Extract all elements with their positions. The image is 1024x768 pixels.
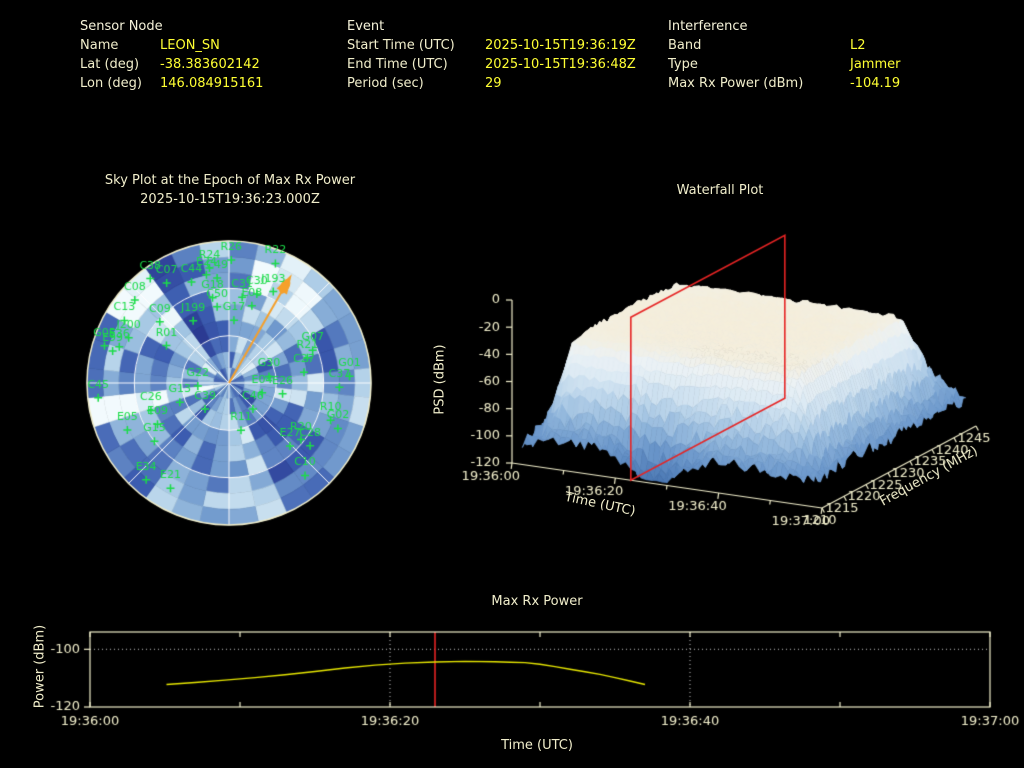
interference-type-label: Type [668, 57, 698, 72]
waterfall-psd-axis-label: PSD (dBm) [432, 344, 448, 415]
sensor-name-label: Name [80, 38, 119, 53]
event-period-label: Period (sec) [347, 76, 424, 91]
interference-band-label: Band [668, 38, 702, 53]
sensor-lon-value: 146.084915161 [160, 76, 264, 91]
interference-type-value: Jammer [850, 57, 901, 72]
event-section: Event Start Time (UTC) 2025-10-15T19:36:… [347, 17, 636, 93]
skyplot-title-block: Sky Plot at the Epoch of Max Rx Power 20… [30, 171, 430, 209]
interference-power-value: -104.19 [850, 76, 901, 91]
interference-section: Interference Band L2 Type Jammer Max Rx … [668, 17, 900, 93]
interference-band-value: L2 [850, 38, 866, 53]
event-start-label: Start Time (UTC) [347, 38, 455, 53]
sensor-lat-value: -38.383602142 [160, 57, 260, 72]
interference-power-label: Max Rx Power (dBm) [668, 76, 804, 91]
event-end-value: 2025-10-15T19:36:48Z [485, 57, 636, 72]
skyplot-subtitle: 2025-10-15T19:36:23.000Z [140, 192, 320, 207]
sensor-name-value: LEON_SN [160, 38, 220, 53]
power-plot-canvas [0, 585, 1024, 768]
sensor-node-section: Sensor Node Name LEON_SN Lat (deg) -38.3… [80, 17, 263, 93]
waterfall-canvas [420, 225, 1024, 545]
power-y-axis-label: Power (dBm) [32, 624, 48, 709]
event-period-value: 29 [485, 76, 502, 91]
skyplot-title: Sky Plot at the Epoch of Max Rx Power [104, 173, 356, 188]
waterfall-title: Waterfall Plot [676, 183, 764, 198]
event-start-value: 2025-10-15T19:36:19Z [485, 38, 636, 53]
sensor-lat-label: Lat (deg) [80, 57, 140, 72]
event-end-label: End Time (UTC) [347, 57, 448, 72]
interference-title: Interference [668, 19, 748, 34]
sensor-lon-label: Lon (deg) [80, 76, 142, 91]
skyplot-canvas [29, 215, 429, 555]
sensor-node-title: Sensor Node [80, 19, 163, 34]
event-title: Event [347, 19, 385, 34]
power-x-axis-label: Time (UTC) [501, 738, 573, 753]
